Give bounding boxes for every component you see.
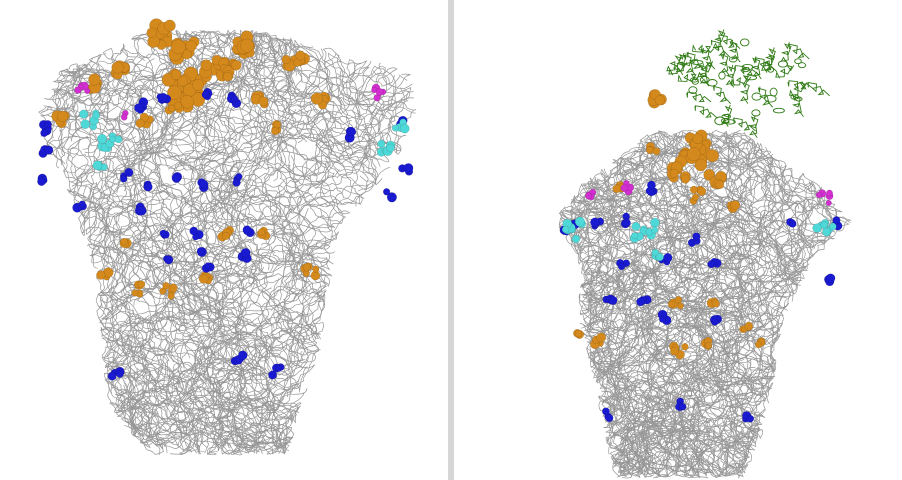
right-structure-panel — [454, 0, 902, 480]
panel-divider — [448, 0, 454, 480]
left-structure-render — [37, 18, 417, 456]
left-magenta-residues — [74, 81, 387, 121]
right-structure-render — [558, 29, 852, 479]
right-green-ribbon-domain — [666, 29, 831, 138]
left-orange-residues — [51, 18, 331, 300]
right-orange-residues — [573, 89, 766, 360]
left-structure-panel — [0, 0, 448, 480]
right-magenta-residues — [585, 179, 834, 206]
right-cyan-residues — [561, 216, 837, 262]
left-cyan-residues — [79, 109, 410, 171]
right-backbone-trace — [558, 129, 852, 479]
